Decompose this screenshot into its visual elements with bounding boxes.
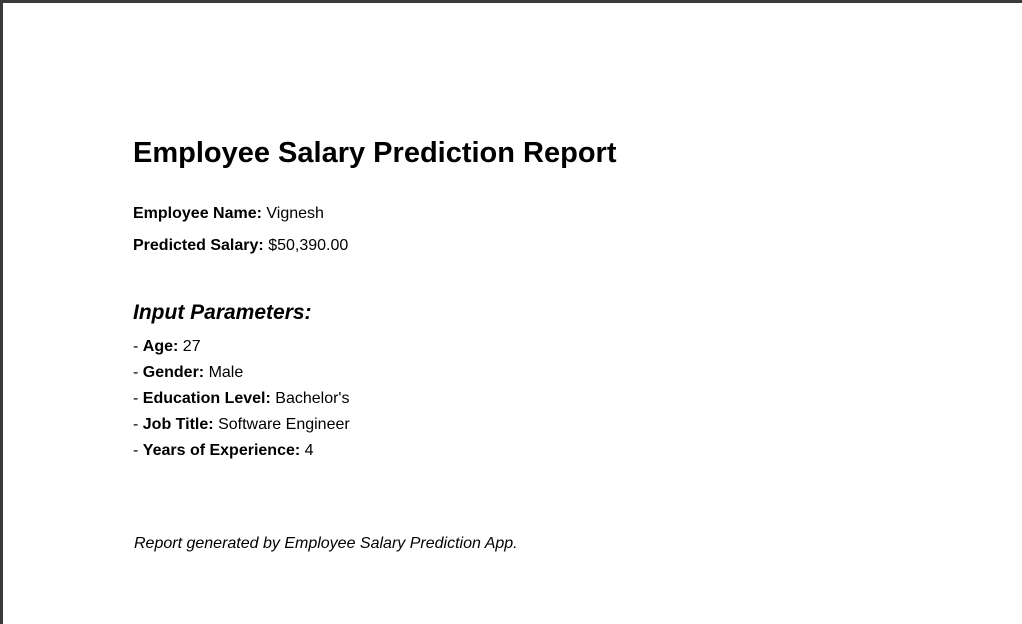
param-gender: - Gender: Male bbox=[133, 360, 350, 386]
param-value: Bachelor's bbox=[275, 390, 350, 407]
bullet-dash: - bbox=[133, 416, 143, 433]
param-years-of-experience: - Years of Experience: 4 bbox=[133, 438, 350, 464]
param-label: Age: bbox=[142, 338, 179, 355]
param-age: - Age: 27 bbox=[133, 334, 350, 360]
param-value: Software Engineer bbox=[218, 416, 350, 433]
param-label: Education Level: bbox=[142, 390, 271, 407]
predicted-salary-field: Predicted Salary: $50,390.00 bbox=[133, 236, 348, 256]
window-border-left bbox=[0, 0, 3, 624]
employee-name-label: Employee Name: bbox=[133, 205, 262, 222]
param-value: 27 bbox=[182, 338, 201, 355]
bullet-dash: - bbox=[133, 338, 143, 355]
employee-name-field: Employee Name: Vignesh bbox=[133, 204, 324, 224]
bullet-dash: - bbox=[133, 442, 143, 459]
param-label: Job Title: bbox=[142, 416, 214, 433]
param-value: Male bbox=[208, 364, 244, 381]
param-education-level: - Education Level: Bachelor's bbox=[133, 386, 350, 412]
predicted-salary-value: $50,390.00 bbox=[268, 237, 349, 254]
window-border-top bbox=[0, 0, 1022, 3]
param-job-title: - Job Title: Software Engineer bbox=[133, 412, 350, 438]
bullet-dash: - bbox=[133, 364, 143, 381]
param-label: Years of Experience: bbox=[142, 442, 301, 459]
param-value: 4 bbox=[304, 442, 314, 459]
input-parameters-list: - Age: 27 - Gender: Male - Education Lev… bbox=[133, 334, 350, 464]
bullet-dash: - bbox=[133, 390, 143, 407]
param-label: Gender: bbox=[142, 364, 205, 381]
report-footer-note: Report generated by Employee Salary Pred… bbox=[134, 535, 518, 552]
report-title: Employee Salary Prediction Report bbox=[133, 137, 617, 169]
input-parameters-heading: Input Parameters: bbox=[133, 301, 312, 324]
employee-name-value: Vignesh bbox=[266, 205, 324, 222]
predicted-salary-label: Predicted Salary: bbox=[133, 237, 264, 254]
